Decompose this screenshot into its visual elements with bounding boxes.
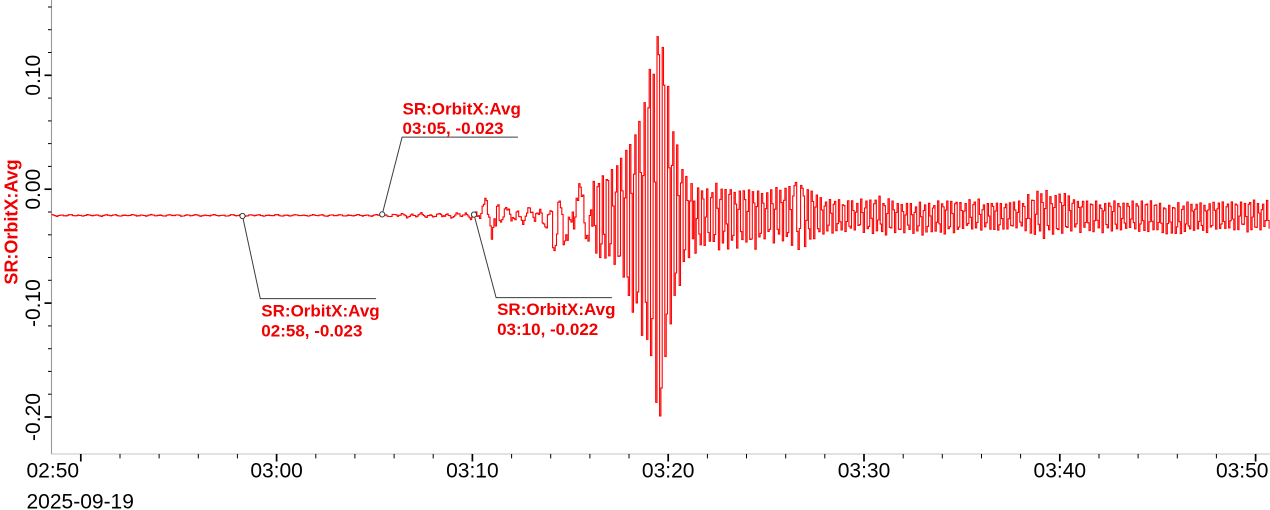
svg-text:03:50: 03:50 [1216,460,1269,483]
svg-text:0.10: 0.10 [22,55,45,96]
svg-text:03:20: 03:20 [642,460,695,483]
svg-text:03:10, -0.022: 03:10, -0.022 [497,320,598,339]
svg-text:02:58, -0.023: 02:58, -0.023 [261,321,362,340]
svg-text:03:05, -0.023: 03:05, -0.023 [403,119,504,138]
svg-text:03:00: 03:00 [250,460,303,483]
svg-text:2025-09-19: 2025-09-19 [27,491,134,510]
svg-text:-0.10: -0.10 [22,279,45,327]
svg-text:-0.20: -0.20 [22,393,45,441]
svg-text:SR:OrbitX:Avg: SR:OrbitX:Avg [2,159,22,284]
svg-text:03:30: 03:30 [838,460,891,483]
svg-text:03:40: 03:40 [1034,460,1087,483]
svg-text:02:50: 02:50 [27,460,80,483]
svg-text:SR:OrbitX:Avg: SR:OrbitX:Avg [403,99,521,118]
svg-text:SR:OrbitX:Avg: SR:OrbitX:Avg [497,300,615,319]
svg-text:SR:OrbitX:Avg: SR:OrbitX:Avg [261,302,379,321]
svg-text:03:10: 03:10 [446,460,499,483]
svg-text:0.00: 0.00 [22,169,45,210]
